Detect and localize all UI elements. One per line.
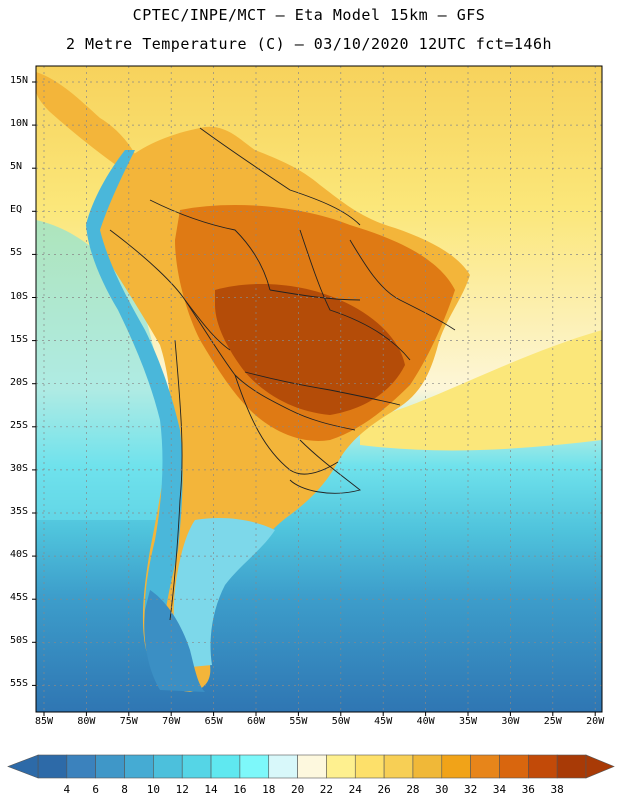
legend-cell	[268, 754, 298, 779]
longitude-label: 75W	[119, 716, 138, 727]
border-argentina-north	[234, 374, 339, 475]
border-venezuela	[199, 127, 361, 226]
border-brazil-states-1	[299, 229, 411, 361]
border-chile-argentina	[169, 339, 183, 621]
latitude-label: 45S	[10, 592, 29, 604]
legend-cell	[66, 754, 96, 779]
legend-cell	[326, 754, 356, 779]
legend-level-label: 4	[63, 783, 71, 796]
latitude-label: 10S	[10, 290, 29, 302]
border-peru-brazil	[109, 229, 231, 351]
legend-cell	[153, 754, 183, 779]
border-brazil-states-3	[269, 289, 361, 301]
legend-level-label: 16	[233, 783, 247, 796]
longitude-label: 30W	[501, 716, 520, 727]
latitude-label: 15S	[10, 333, 29, 345]
longitude-label: 55W	[289, 716, 308, 727]
border-paraguay	[289, 409, 356, 431]
latitude-label: 30S	[10, 462, 29, 474]
legend-cell	[470, 754, 500, 779]
central-america-land	[36, 72, 140, 168]
legend-level-label: 38	[550, 783, 564, 796]
latitude-label: 55S	[10, 678, 29, 690]
legend-cell	[124, 754, 154, 779]
latitude-label: 10N	[10, 118, 29, 130]
legend-cell	[499, 754, 529, 779]
legend-level-label: 22	[319, 783, 334, 796]
hottest-core-region	[215, 284, 405, 415]
latitude-label: 35S	[10, 506, 29, 517]
longitude-label: 65W	[204, 716, 223, 727]
legend-cell	[181, 754, 212, 779]
map-subtitle: 2 Metre Temperature (C) – 03/10/2020 12U…	[65, 35, 553, 53]
legend-level-label: 32	[464, 783, 478, 796]
longitude-label: 35W	[458, 716, 478, 727]
legend-level-label: 6	[92, 783, 99, 796]
border-brazil-states-4	[244, 371, 401, 406]
latitude-label: 15N	[10, 75, 29, 86]
legend-cell	[297, 754, 327, 779]
legend-level-label: 34	[492, 783, 507, 796]
legend-low-arrow	[7, 754, 39, 779]
graticule	[36, 66, 602, 712]
legend-level-label: 28	[406, 783, 420, 796]
border-brazil-states-2	[349, 239, 456, 331]
latitude-label: 40S	[10, 549, 29, 561]
map-title: CPTEC/INPE/MCT – Eta Model 15km – GFS	[132, 6, 486, 24]
latitude-label: EQ	[10, 204, 23, 216]
longitude-label: 20W	[586, 716, 605, 727]
longitude-label: 70W	[162, 716, 181, 727]
longitude-label: 25W	[543, 716, 562, 727]
latitude-label: 25S	[10, 419, 29, 431]
legend-cell	[95, 754, 125, 779]
border-uruguay	[289, 439, 361, 494]
legend-level-label: 30	[435, 783, 449, 796]
legend-level-label: 36	[521, 783, 535, 796]
legend-cell	[37, 754, 68, 779]
legend-level-label: 14	[204, 783, 218, 796]
latitude-label: 20S	[10, 376, 29, 388]
legend-level-label: 26	[377, 783, 391, 796]
legend-level-label: 12	[175, 783, 189, 796]
legend-high-arrow	[585, 754, 615, 779]
legend-cell	[556, 754, 587, 779]
longitude-label: 40W	[416, 716, 435, 727]
latitude-label: 50S	[10, 635, 29, 647]
southern-chile-cold-region	[144, 590, 205, 692]
legend-cell	[210, 754, 241, 779]
legend-cell	[239, 754, 270, 779]
longitude-label: 45W	[374, 716, 393, 727]
country-borders	[109, 127, 456, 621]
legend-level-label: 8	[121, 783, 128, 796]
legend-cell	[528, 754, 558, 779]
latitude-label: 5N	[10, 161, 23, 173]
longitude-label: 85W	[34, 716, 54, 727]
atlantic-warm-region	[360, 330, 602, 451]
longitude-label: 80W	[77, 716, 96, 727]
map-field	[36, 66, 602, 712]
andes-cold-strip	[86, 150, 183, 665]
legend-level-label: 20	[290, 783, 305, 796]
legend-cells	[7, 754, 615, 779]
legend-cell	[441, 754, 471, 779]
legend-level-label: 18	[262, 783, 276, 796]
map-frame	[35, 65, 603, 713]
latitude-label: 5S	[10, 247, 23, 259]
longitude-label: 50W	[331, 716, 350, 727]
axis-ticks	[32, 81, 596, 716]
legend-level-label: 10	[146, 783, 160, 796]
pacific-cool-region	[36, 220, 180, 520]
legend-cell	[412, 754, 443, 779]
border-bolivia	[184, 299, 291, 411]
legend-cell	[383, 754, 414, 779]
longitude-label: 60W	[246, 716, 266, 727]
legend-cell	[354, 754, 385, 779]
legend-level-label: 24	[348, 783, 362, 796]
patagonia-cool-region	[173, 518, 275, 668]
